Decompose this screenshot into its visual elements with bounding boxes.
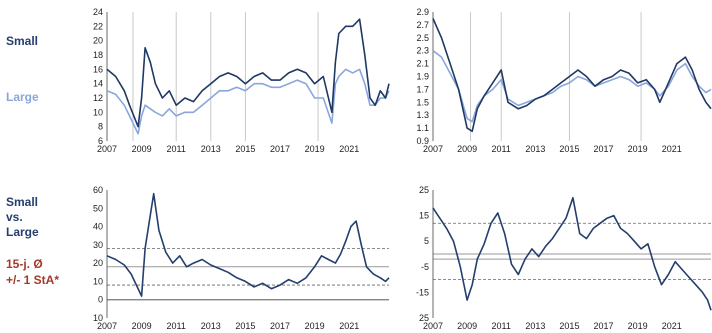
x-tick-label: 2011 [492,321,511,331]
x-tick-label: 2011 [167,321,186,331]
series-line-large [432,50,712,123]
x-tick-label: 2017 [594,144,614,154]
y-tick-label: 16 [93,64,103,74]
y-tick-label: 25 [419,185,429,195]
label-ratio-line3: Large [6,225,39,239]
x-tick-label: 2009 [457,321,477,331]
series-line-large [106,68,390,135]
y-tick-label: 40 [93,222,103,232]
label-ratio-line2: vs. [6,210,23,224]
y-tick-label: -5 [421,262,429,272]
series-line-small-vs-large [106,192,390,297]
x-tick-label: 2015 [235,144,255,154]
label-ratio-line1: Small [6,195,38,209]
y-tick-label: 0 [98,295,103,305]
x-tick-label: 2013 [525,321,545,331]
y-tick-label: 60 [93,185,103,195]
y-tick-label: 25 [419,313,429,323]
y-tick-label: 6 [98,136,103,146]
y-tick-label: 2.3 [416,46,429,56]
y-tick-label: -15 [416,287,429,297]
chart-panel-top-right: 0.9 1.1 1.3 1.5 1.7 1.9 2.1 2.3 2.5 2.7 2.9 2007 200… [416,7,712,154]
x-tick-label: 2011 [492,144,511,154]
y-tick-label: 2.7 [416,20,429,30]
x-tick-label: 2017 [594,321,614,331]
x-tick-label: 2017 [270,321,290,331]
x-tick-label: 2017 [270,144,290,154]
series-line-small-vs-large [432,196,712,311]
x-tick-label: 2021 [662,321,682,331]
label-band-line2: +/- 1 StA* [6,273,59,287]
x-tick-label: 2009 [132,144,152,154]
x-tick-label: 2015 [559,144,579,154]
x-tick-label: 2019 [628,144,648,154]
x-tick-label: 2011 [167,144,186,154]
label-band-line1: 15-j. Ø [6,257,43,271]
y-tick-label: 22 [93,21,103,31]
chart-panel-bottom-left: 10 0 10 20 30 40 50 60 2007 2009 2011 2013 2015 2017 2… [93,185,390,331]
x-tick-label: 2021 [339,144,359,154]
y-tick-label: 30 [93,240,103,250]
x-tick-label: 2021 [662,144,682,154]
y-tick-label: 8 [98,122,103,132]
y-tick-label: 1.5 [416,97,429,107]
y-tick-label: 20 [93,36,103,46]
x-tick-label: 2019 [305,144,325,154]
x-tick-label: 2009 [132,321,152,331]
x-tick-label: 2013 [201,144,221,154]
x-tick-label: 2019 [628,321,648,331]
y-tick-label: 20 [93,258,103,268]
y-tick-label: 10 [93,107,103,117]
label-large: Large [6,90,39,104]
y-tick-label: 50 [93,203,103,213]
y-tick-label: 1.7 [416,84,429,94]
y-tick-label: 0.9 [416,136,429,146]
y-tick-label: 10 [93,276,103,286]
x-tick-label: 2021 [339,321,359,331]
y-tick-label: 1.9 [416,72,429,82]
x-tick-label: 2007 [97,144,117,154]
x-tick-label: 2015 [559,321,579,331]
y-tick-label: 24 [93,7,103,17]
x-tick-label: 2007 [423,144,443,154]
y-tick-label: 1.1 [416,123,429,133]
y-tick-label: 1.3 [416,110,429,120]
y-tick-label: 5 [424,236,429,246]
x-tick-label: 2009 [457,144,477,154]
y-tick-label: 10 [93,313,103,323]
label-small: Small [6,34,38,48]
y-tick-label: 14 [93,79,103,89]
x-tick-label: 2019 [305,321,325,331]
x-tick-label: 2007 [97,321,117,331]
chart-panel-top-left: 6 8 10 12 14 16 18 20 22 24 2007 2009 2011 2013 2015 20… [93,7,390,154]
y-tick-label: 2.5 [416,33,429,43]
y-tick-label: 15 [419,211,429,221]
series-line-small [106,18,390,128]
x-tick-label: 2007 [423,321,443,331]
y-tick-label: 12 [93,93,103,103]
x-tick-label: 2013 [201,321,221,331]
series-line-small [432,18,712,133]
x-tick-label: 2013 [525,144,545,154]
y-tick-label: 18 [93,50,103,60]
y-tick-label: 2.9 [416,7,429,17]
x-tick-label: 2015 [235,321,255,331]
y-tick-label: 2.1 [416,59,429,69]
